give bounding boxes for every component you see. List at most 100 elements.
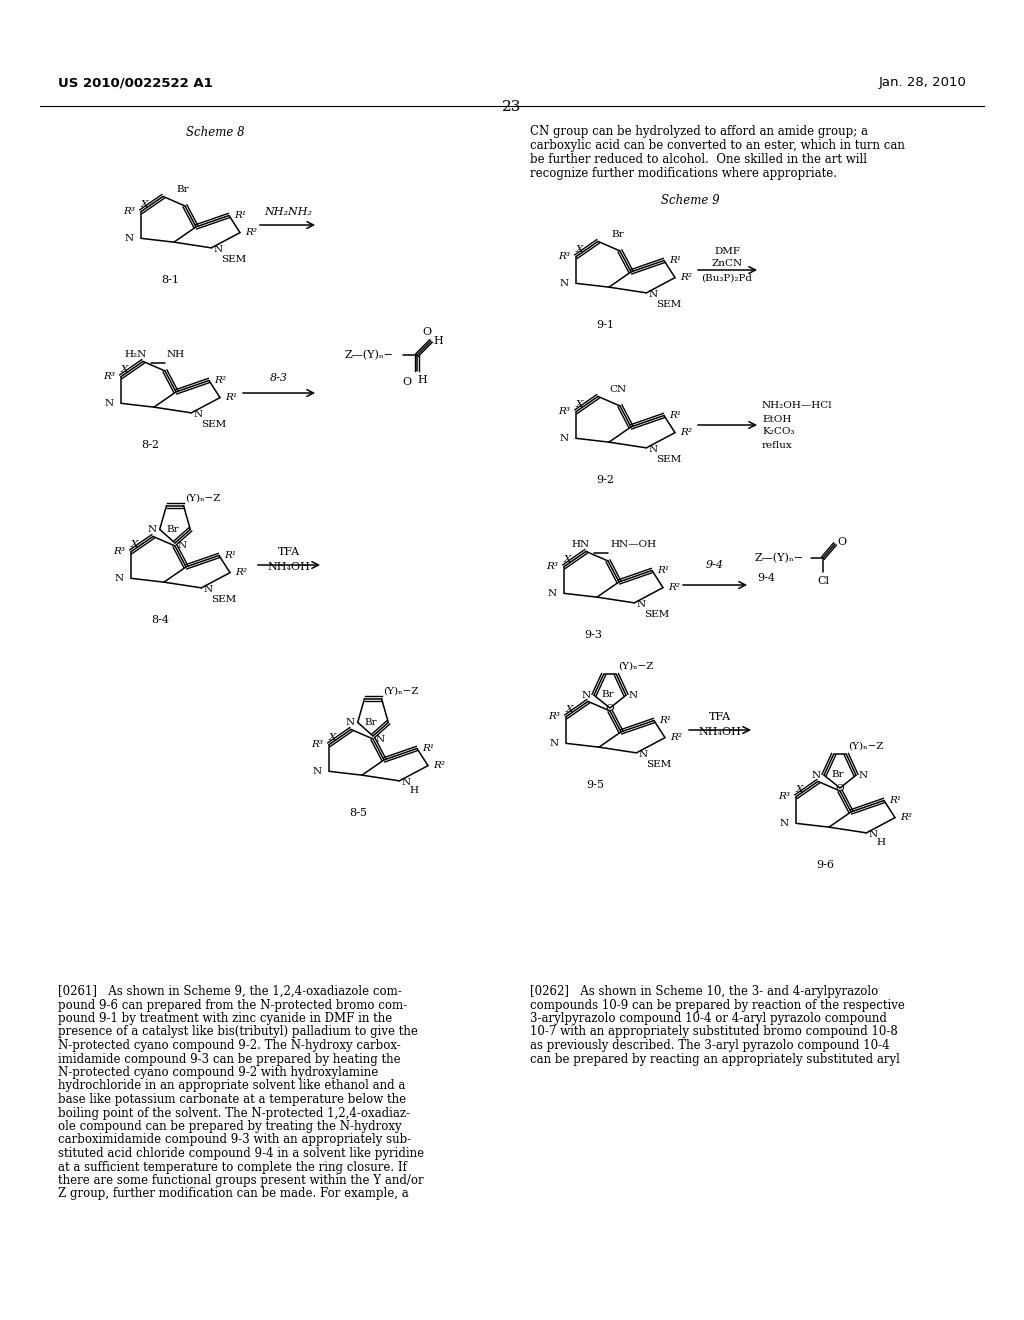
Text: R²: R² [433, 762, 445, 770]
Text: N: N [812, 771, 821, 780]
Text: K₂CO₃: K₂CO₃ [762, 428, 795, 437]
Text: X: X [563, 554, 571, 564]
Text: NH₂NH₂: NH₂NH₂ [264, 207, 312, 216]
Text: N: N [147, 525, 157, 533]
Text: there are some functional groups present within the Y and/or: there are some functional groups present… [58, 1173, 424, 1187]
Text: Br: Br [365, 718, 377, 727]
Text: X: X [329, 733, 336, 742]
Text: H: H [877, 838, 886, 847]
Text: 10-7 with an appropriately substituted bromo compound 10-8: 10-7 with an appropriately substituted b… [530, 1026, 898, 1039]
Text: Scheme 9: Scheme 9 [660, 194, 719, 206]
Text: reflux: reflux [762, 441, 793, 450]
Text: be further reduced to alcohol.  One skilled in the art will: be further reduced to alcohol. One skill… [530, 153, 867, 166]
Text: N: N [548, 589, 557, 598]
Text: R³: R³ [123, 207, 135, 216]
Text: R¹: R¹ [225, 393, 237, 403]
Text: X: X [131, 540, 138, 549]
Text: N: N [636, 601, 645, 610]
Text: O: O [836, 784, 845, 793]
Text: N: N [376, 734, 385, 743]
Text: Br: Br [167, 525, 179, 535]
Text: (Y)ₙ−Z: (Y)ₙ−Z [185, 494, 221, 502]
Text: H: H [417, 375, 427, 385]
Text: H₂N: H₂N [125, 350, 147, 359]
Text: R²: R² [668, 583, 680, 593]
Text: X: X [140, 199, 148, 209]
Text: 3-arylpyrazolo compound 10-4 or 4-aryl pyrazolo compound: 3-arylpyrazolo compound 10-4 or 4-aryl p… [530, 1012, 887, 1026]
Text: SEM: SEM [644, 610, 670, 619]
Text: (Y)ₙ−Z: (Y)ₙ−Z [618, 661, 654, 671]
Text: R¹: R¹ [659, 715, 671, 725]
Text: N: N [638, 750, 647, 759]
Text: Br: Br [602, 690, 614, 700]
Text: O: O [837, 537, 846, 546]
Text: ZnCN: ZnCN [712, 260, 742, 268]
Text: Br: Br [177, 185, 189, 194]
Text: (Y)ₙ−Z: (Y)ₙ−Z [849, 742, 884, 751]
Text: R¹: R¹ [889, 796, 901, 805]
Text: N-protected cyano compound 9-2 with hydroxylamine: N-protected cyano compound 9-2 with hydr… [58, 1067, 378, 1078]
Text: R²: R² [214, 376, 226, 385]
Text: SEM: SEM [656, 455, 682, 465]
Text: 9-6: 9-6 [816, 861, 834, 870]
Text: R¹: R¹ [224, 550, 236, 560]
Text: TFA: TFA [278, 546, 300, 557]
Text: imidamide compound 9-3 can be prepared by heating the: imidamide compound 9-3 can be prepared b… [58, 1052, 400, 1065]
Text: R²: R² [900, 813, 912, 822]
Text: R³: R³ [103, 372, 115, 381]
Text: SEM: SEM [646, 760, 672, 770]
Text: (Y)ₙ−Z: (Y)ₙ−Z [384, 686, 419, 696]
Text: NH: NH [167, 350, 185, 359]
Text: TFA: TFA [709, 711, 731, 722]
Text: can be prepared by reacting an appropriately substituted aryl: can be prepared by reacting an appropria… [530, 1052, 900, 1065]
Text: N: N [780, 818, 790, 828]
Text: [0262]   As shown in Scheme 10, the 3- and 4-arylpyrazolo: [0262] As shown in Scheme 10, the 3- and… [530, 985, 879, 998]
Text: R²: R² [670, 733, 682, 742]
Text: X: X [121, 364, 128, 374]
Text: R¹: R¹ [234, 211, 246, 220]
Text: 9-4: 9-4 [706, 560, 724, 570]
Text: 8-5: 8-5 [349, 808, 367, 818]
Text: N: N [213, 246, 222, 255]
Text: NH₄OH: NH₄OH [698, 727, 741, 737]
Text: 8-3: 8-3 [270, 374, 288, 383]
Text: R³: R³ [113, 548, 125, 556]
Text: Z group, further modification can be made. For example, a: Z group, further modification can be mad… [58, 1188, 409, 1200]
Text: Z—(Y)ₙ−: Z—(Y)ₙ− [345, 350, 394, 360]
Text: N: N [859, 771, 868, 780]
Text: presence of a catalyst like bis(tributyl) palladium to give the: presence of a catalyst like bis(tributyl… [58, 1026, 418, 1039]
Text: HN—OH: HN—OH [610, 540, 656, 549]
Text: compounds 10-9 can be prepared by reaction of the respective: compounds 10-9 can be prepared by reacti… [530, 998, 905, 1011]
Text: N: N [204, 585, 213, 594]
Text: 8-2: 8-2 [141, 440, 159, 450]
Text: SEM: SEM [221, 255, 247, 264]
Text: O: O [423, 327, 431, 337]
Text: N: N [648, 445, 657, 454]
Text: carboxylic acid can be converted to an ester, which in turn can: carboxylic acid can be converted to an e… [530, 139, 905, 152]
Text: N: N [560, 279, 569, 288]
Text: R³: R³ [546, 562, 558, 572]
Text: SEM: SEM [656, 301, 682, 309]
Text: pound 9-6 can prepared from the N-protected bromo com-: pound 9-6 can prepared from the N-protec… [58, 998, 408, 1011]
Text: EtOH: EtOH [762, 414, 792, 424]
Text: N: N [345, 718, 354, 727]
Text: hydrochloride in an appropriate solvent like ethanol and a: hydrochloride in an appropriate solvent … [58, 1080, 406, 1093]
Text: (Bu₃P)₂Pd: (Bu₃P)₂Pd [701, 273, 753, 282]
Text: SEM: SEM [211, 595, 237, 605]
Text: R¹: R¹ [669, 411, 681, 420]
Text: CN group can be hydrolyzed to afford an amide group; a: CN group can be hydrolyzed to afford an … [530, 125, 868, 139]
Text: NH₂OH—HCl: NH₂OH—HCl [762, 400, 833, 409]
Text: 8-1: 8-1 [161, 275, 179, 285]
Text: as previously described. The 3-aryl pyrazolo compound 10-4: as previously described. The 3-aryl pyra… [530, 1039, 890, 1052]
Text: Z—(Y)ₙ−: Z—(Y)ₙ− [755, 553, 804, 564]
Text: 9-2: 9-2 [596, 475, 614, 484]
Text: at a sufficient temperature to complete the ring closure. If: at a sufficient temperature to complete … [58, 1160, 407, 1173]
Text: ole compound can be prepared by treating the N-hydroxy: ole compound can be prepared by treating… [58, 1119, 401, 1133]
Text: Br: Br [611, 230, 625, 239]
Text: X: X [565, 705, 573, 714]
Text: base like potassium carbonate at a temperature below the: base like potassium carbonate at a tempe… [58, 1093, 407, 1106]
Text: X: X [796, 784, 803, 793]
Text: R²: R² [680, 273, 692, 282]
Text: NH₄OH: NH₄OH [267, 562, 310, 572]
Text: N: N [401, 779, 411, 787]
